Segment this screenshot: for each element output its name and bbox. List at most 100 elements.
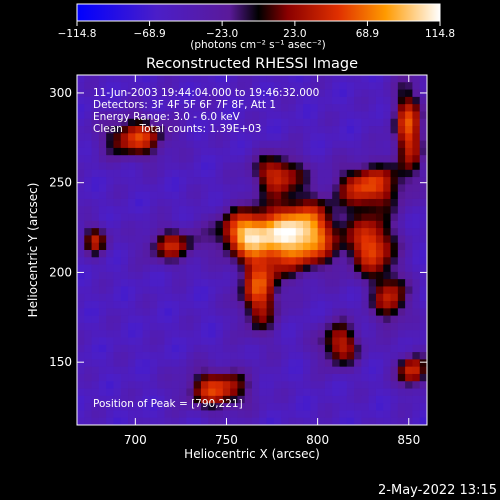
heatmap-cell xyxy=(273,82,282,90)
heatmap-cell xyxy=(339,330,348,338)
heatmap-cell xyxy=(390,162,399,171)
heatmap-cell xyxy=(157,111,165,120)
heatmap-cell xyxy=(91,206,100,214)
y-tick-label: 200 xyxy=(49,265,72,279)
heatmap-cell xyxy=(171,89,180,98)
heatmap-cell xyxy=(230,242,238,251)
heatmap-cell xyxy=(273,198,282,207)
heatmap-cell xyxy=(157,126,165,134)
heatmap-cell xyxy=(244,301,253,309)
heatmap-cell xyxy=(295,388,304,397)
heatmap-cell xyxy=(346,133,355,142)
heatmap-cell xyxy=(135,373,144,382)
heatmap-cell xyxy=(405,344,413,353)
heatmap-cell xyxy=(317,322,326,331)
heatmap-cell xyxy=(113,126,122,134)
heatmap-cell xyxy=(288,191,297,200)
heatmap-cell xyxy=(339,82,348,90)
heatmap-cell xyxy=(171,191,180,200)
heatmap-cell xyxy=(128,388,136,397)
heatmap-cell xyxy=(383,366,391,375)
heatmap-cell xyxy=(419,388,427,397)
heatmap-cell xyxy=(120,337,129,346)
heatmap-cell xyxy=(354,155,362,163)
heatmap-cell xyxy=(171,301,180,309)
heatmap-cell xyxy=(128,89,136,98)
heatmap-cell xyxy=(390,82,399,90)
heatmap-cell xyxy=(295,352,304,360)
heatmap-cell xyxy=(142,257,151,265)
heatmap-cell xyxy=(98,403,107,411)
heatmap-cell xyxy=(259,162,267,171)
heatmap-cell xyxy=(412,213,421,222)
heatmap-cell xyxy=(368,366,377,375)
heatmap-cell xyxy=(419,403,427,411)
heatmap-cell xyxy=(142,264,151,273)
heatmap-cell xyxy=(157,417,165,425)
heatmap-cell xyxy=(390,279,399,287)
heatmap-cell xyxy=(157,198,165,207)
heatmap-cell xyxy=(222,213,231,222)
heatmap-cell xyxy=(84,286,92,295)
heatmap-cell xyxy=(332,177,340,185)
heatmap-cell xyxy=(252,395,260,404)
heatmap-cell xyxy=(91,279,100,287)
heatmap-cell xyxy=(259,220,267,229)
heatmap-cell xyxy=(98,140,107,149)
heatmap-cell xyxy=(222,191,231,200)
heatmap-cell xyxy=(361,213,370,222)
heatmap-cell xyxy=(237,373,246,382)
heatmap-cell xyxy=(113,118,122,127)
heatmap-cell xyxy=(288,366,297,375)
heatmap-cell xyxy=(128,111,136,120)
heatmap-cell xyxy=(193,373,202,382)
heatmap-cell xyxy=(200,308,209,317)
heatmap-cell xyxy=(383,308,391,317)
heatmap-cell xyxy=(412,279,421,287)
heatmap-cell xyxy=(84,322,92,331)
heatmap-cell xyxy=(273,191,282,200)
heatmap-cell xyxy=(288,89,297,98)
heatmap-cell xyxy=(106,118,114,127)
heatmap-cell xyxy=(397,403,406,411)
heatmap-cell xyxy=(397,104,406,112)
heatmap-cell xyxy=(106,191,114,200)
heatmap-cell xyxy=(164,213,173,222)
heatmap-cell xyxy=(390,250,399,258)
heatmap-cell xyxy=(281,75,289,83)
heatmap-cell xyxy=(324,111,333,120)
heatmap-cell xyxy=(281,177,289,185)
heatmap-cell xyxy=(164,352,173,360)
heatmap-cell xyxy=(332,162,340,171)
heatmap-cell xyxy=(288,410,297,419)
heatmap-cell xyxy=(171,308,180,317)
heatmap-cell xyxy=(310,133,319,142)
heatmap-cell xyxy=(77,417,85,425)
heatmap-cell xyxy=(317,373,326,382)
heatmap-cell xyxy=(91,264,100,273)
heatmap-cell xyxy=(332,155,340,163)
heatmap-cell xyxy=(354,250,362,258)
heatmap-cell xyxy=(244,381,253,389)
heatmap-cell xyxy=(222,104,231,112)
heatmap-cell xyxy=(230,359,238,368)
heatmap-cell xyxy=(259,111,267,120)
heatmap-cell xyxy=(208,271,216,280)
heatmap-cell xyxy=(339,293,348,302)
heatmap-cell xyxy=(142,162,151,171)
heatmap-cell xyxy=(317,162,326,171)
heatmap-cell xyxy=(77,82,85,90)
heatmap-cell xyxy=(383,228,391,236)
heatmap-cell xyxy=(128,322,136,331)
heatmap-cell xyxy=(135,286,144,295)
heatmap-cell xyxy=(310,250,319,258)
heatmap-cell xyxy=(193,271,202,280)
heatmap-cell xyxy=(237,410,246,419)
heatmap-cell xyxy=(142,301,151,309)
heatmap-cell xyxy=(339,315,348,324)
heatmap-cell xyxy=(324,257,333,265)
heatmap-cell xyxy=(419,162,427,171)
heatmap-cell xyxy=(273,359,282,368)
heatmap-cell xyxy=(77,279,85,287)
heatmap-cell xyxy=(91,104,100,112)
